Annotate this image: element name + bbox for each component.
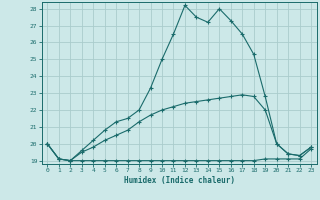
X-axis label: Humidex (Indice chaleur): Humidex (Indice chaleur) — [124, 176, 235, 185]
